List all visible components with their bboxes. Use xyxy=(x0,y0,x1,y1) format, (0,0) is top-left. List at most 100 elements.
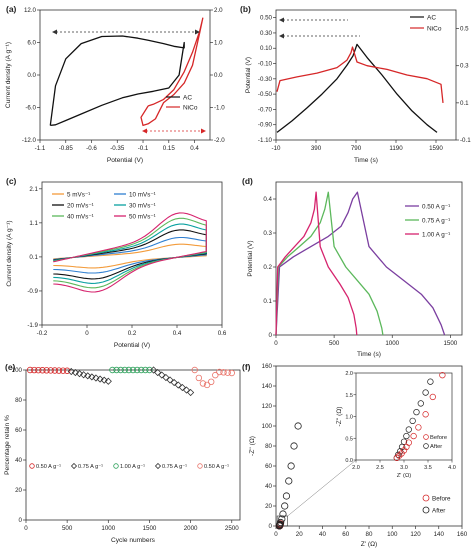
y-right-tick-label: -1.0 xyxy=(214,105,225,112)
arrowhead-left xyxy=(279,17,284,23)
y-tick-label: 1.1 xyxy=(29,220,38,227)
retention-marker xyxy=(212,371,219,379)
panel-label: (f) xyxy=(242,362,251,372)
retention-marker xyxy=(133,366,141,374)
retention-marker xyxy=(51,367,59,374)
inset-y-tick-label: 1.5 xyxy=(345,393,353,399)
retention-marker xyxy=(100,376,108,384)
retention-marker xyxy=(178,383,186,392)
retention-marker xyxy=(191,366,198,374)
legend-label: NiCo xyxy=(183,105,198,112)
y-tick-label: 40 xyxy=(265,483,272,490)
x-axis-label: Time (s) xyxy=(354,157,378,164)
y-tick-label: -0.90 xyxy=(258,122,273,129)
retention-marker xyxy=(216,368,223,376)
inset-connector xyxy=(287,459,357,517)
x-axis-label: Cycle numbers xyxy=(111,537,156,544)
inset-after-marker xyxy=(397,448,404,455)
zoom-box xyxy=(276,515,288,527)
legend-marker xyxy=(70,462,78,470)
y-tick-label: 0.0 xyxy=(27,72,36,79)
retention-marker xyxy=(43,367,50,374)
x-tick-label: 0.15 xyxy=(163,145,176,152)
y-right-tick-label: 2.0 xyxy=(214,7,223,14)
retention-marker xyxy=(146,366,153,374)
x-tick-label: -1.1 xyxy=(35,145,46,152)
panel-a: -1.1 -0.85 -0.6 -0.35 -0.1 0.15 0.4 -12.0 -6.0 0.… xyxy=(5,4,225,164)
legend-label: 30 mVs⁻¹ xyxy=(129,203,156,210)
y-tick-label: 6.0 xyxy=(27,40,36,47)
panel-b: -10 390 790 1190 1590 -1.10 -0.90 -0.70 -0.50 -0.… xyxy=(240,4,471,164)
legend-marker xyxy=(422,494,430,502)
series-ac xyxy=(49,35,185,127)
panel-d: 0 500 1000 1500 0 0.1 0.2 0.3 0.4 0.50 A g⁻¹ 0.75 … xyxy=(242,176,463,358)
x-tick-label: -0.85 xyxy=(59,145,74,152)
retention-marker xyxy=(117,366,124,374)
inset-y-tick-label: 1.0 xyxy=(345,415,353,421)
gcd-curve xyxy=(275,191,358,336)
x-tick-label: 20 xyxy=(296,531,303,538)
nyquist-marker-after xyxy=(279,510,287,518)
y-axis-label: Percentage retain % xyxy=(4,415,11,475)
inset-after-marker xyxy=(422,389,429,396)
arrowhead-left-2 xyxy=(279,33,284,39)
retention-marker xyxy=(170,378,178,387)
legend-label: 0.50 A g⁻¹ xyxy=(422,204,450,211)
y-tick-label: 120 xyxy=(262,403,273,410)
retention-marker xyxy=(113,366,120,374)
legend-label: NiCo xyxy=(427,26,442,33)
x-tick-label: 0.6 xyxy=(218,330,227,337)
x-axis-label: Z' (Ω) xyxy=(361,541,377,548)
gcd-curve xyxy=(275,191,446,336)
legend-label: 50 mVs⁻¹ xyxy=(129,214,156,221)
legend-label: After xyxy=(432,508,445,515)
legend-label: AC xyxy=(427,15,436,22)
inset-before-marker xyxy=(439,372,446,379)
legend-label: 0.75 A g⁻¹ xyxy=(162,464,187,470)
y-right-tick-label: 0.5 xyxy=(460,26,469,33)
y-tick-label: 0.1 xyxy=(263,298,272,305)
series-nico xyxy=(140,17,204,127)
x-tick-label: 1500 xyxy=(143,525,157,532)
retention-marker xyxy=(84,372,92,380)
legend-label: 1.00 A g⁻¹ xyxy=(120,464,145,470)
retention-marker xyxy=(154,368,162,377)
y-right-tick-label: -0.1 xyxy=(460,137,471,144)
gcd-curve xyxy=(275,191,384,336)
inset-y-tick-label: 2.0 xyxy=(345,371,353,377)
y-tick-label: -6.0 xyxy=(25,105,36,112)
y-tick-label: 0 xyxy=(269,332,273,339)
retention-marker xyxy=(142,366,149,374)
x-axis-label: Time (s) xyxy=(357,351,381,358)
legend-label: AC xyxy=(183,95,192,102)
retention-marker xyxy=(80,371,88,379)
inset-after-marker xyxy=(417,400,424,407)
plot-frame xyxy=(275,9,457,141)
y-right-tick-label: 0.3 xyxy=(460,63,469,70)
nyquist-marker-after xyxy=(285,477,293,485)
x-tick-label: 2000 xyxy=(184,525,198,532)
plot-frame xyxy=(25,369,241,521)
y-tick-label: 0 xyxy=(269,523,273,530)
y-tick-label: 140 xyxy=(262,383,273,390)
x-tick-label: 790 xyxy=(351,145,362,152)
y-axis-label: Current density (A g⁻¹) xyxy=(5,42,12,108)
x-tick-label: -0.1 xyxy=(138,145,149,152)
x-tick-label: 1500 xyxy=(443,340,457,347)
y-tick-label: 2.1 xyxy=(29,186,38,193)
retention-marker xyxy=(26,366,34,374)
inset-legend-marker xyxy=(423,443,429,449)
retention-marker xyxy=(158,371,166,379)
retention-marker xyxy=(138,366,145,374)
legend-label: 0.50 A g⁻¹ xyxy=(204,464,229,470)
retention-marker xyxy=(187,388,195,397)
inset-after-marker xyxy=(395,451,402,458)
x-axis-label: Potential (V) xyxy=(107,157,143,164)
retention-marker xyxy=(195,374,203,382)
y-tick-label: 80 xyxy=(15,397,22,404)
legend-marker xyxy=(422,506,430,514)
y-tick-label: 40 xyxy=(15,457,22,464)
inset-x-tick-label: 4.0 xyxy=(448,465,456,471)
legend-label: 5 mVs⁻¹ xyxy=(67,192,90,199)
